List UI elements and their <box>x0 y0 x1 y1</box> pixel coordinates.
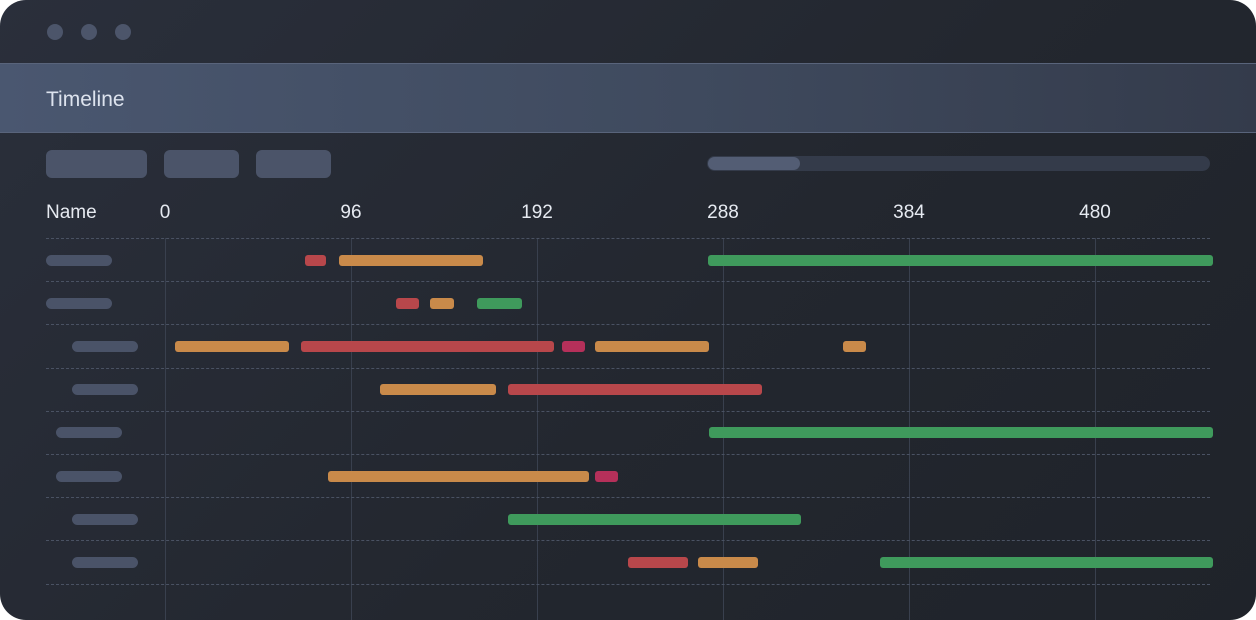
grid-line-vertical <box>351 238 352 620</box>
scrollbar-thumb[interactable] <box>708 157 800 170</box>
toolbar-button-2[interactable] <box>164 150 239 178</box>
close-dot-icon[interactable] <box>47 24 63 40</box>
timeline-bar-orange[interactable] <box>430 297 454 309</box>
timeline-bar-magenta[interactable] <box>562 340 586 352</box>
grid-line-vertical <box>537 238 538 620</box>
row-label-placeholder[interactable] <box>46 254 112 266</box>
maximize-dot-icon[interactable] <box>115 24 131 40</box>
timeline-bar-orange[interactable] <box>380 384 497 396</box>
minimize-dot-icon[interactable] <box>81 24 97 40</box>
grid-line-vertical <box>165 238 166 620</box>
timeline-bar-green[interactable] <box>707 254 1214 266</box>
row-divider <box>46 238 1210 239</box>
toolbar-button-1[interactable] <box>46 150 147 178</box>
timeline-bar-green[interactable] <box>507 513 801 525</box>
timeline-bar-red[interactable] <box>304 254 326 266</box>
horizontal-scrollbar[interactable] <box>707 156 1210 171</box>
timeline-bar-orange[interactable] <box>843 340 867 352</box>
timeline-bar-orange[interactable] <box>697 556 758 568</box>
timeline-bar-orange[interactable] <box>327 470 590 482</box>
timeline-bar-red[interactable] <box>395 297 419 309</box>
timeline-bar-red[interactable] <box>628 556 689 568</box>
row-label-placeholder[interactable] <box>56 470 122 482</box>
row-divider <box>46 540 1210 542</box>
row-divider <box>46 454 1210 455</box>
tick-label: 384 <box>893 202 925 223</box>
row-label-placeholder[interactable] <box>72 384 138 396</box>
timeline-bar-orange[interactable] <box>595 340 710 352</box>
row-divider <box>46 281 1210 283</box>
timeline-bar-green[interactable] <box>879 556 1214 568</box>
row-divider <box>46 367 1210 369</box>
tick-label: 0 <box>159 202 171 223</box>
row-label-placeholder[interactable] <box>56 427 122 439</box>
row-divider <box>46 324 1210 326</box>
row-divider <box>46 410 1210 412</box>
row-label-placeholder[interactable] <box>72 340 138 352</box>
row-divider <box>46 583 1210 585</box>
timeline-bar-orange[interactable] <box>339 254 483 266</box>
tick-label: 480 <box>1079 202 1111 223</box>
tick-label: 96 <box>340 202 362 223</box>
row-label-placeholder[interactable] <box>72 556 138 568</box>
row-label-placeholder[interactable] <box>72 513 138 525</box>
window-header: Timeline <box>0 63 1256 133</box>
timeline-bar-orange[interactable] <box>174 340 289 352</box>
tick-label: 192 <box>521 202 553 223</box>
toolbar-button-3[interactable] <box>256 150 331 178</box>
timeline-bar-green[interactable] <box>709 427 1214 439</box>
tick-label: 288 <box>707 202 739 223</box>
timeline-bar-red[interactable] <box>300 340 555 352</box>
timeline-bar-red[interactable] <box>507 384 762 396</box>
row-label-placeholder[interactable] <box>46 297 112 309</box>
window-title: Timeline <box>46 88 125 111</box>
name-column-header: Name <box>46 202 97 223</box>
timeline-bar-magenta[interactable] <box>595 470 619 482</box>
timeline-bar-green[interactable] <box>476 297 522 309</box>
row-divider <box>46 497 1210 499</box>
